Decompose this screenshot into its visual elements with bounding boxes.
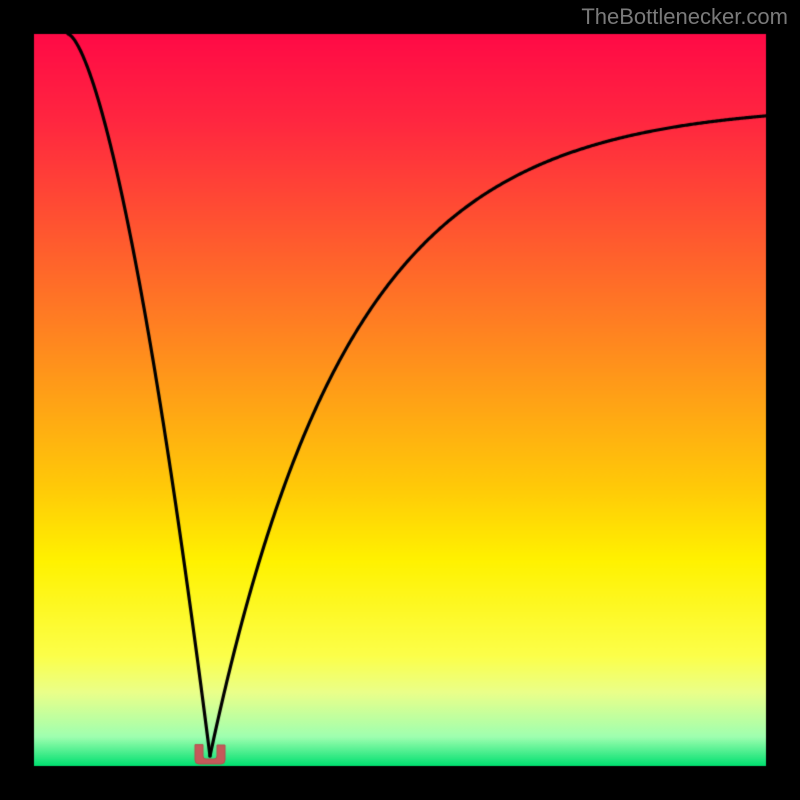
gradient-plot-canvas <box>0 0 800 800</box>
chart-container: TheBottlenecker.com <box>0 0 800 800</box>
watermark-label: TheBottlenecker.com <box>581 4 788 30</box>
